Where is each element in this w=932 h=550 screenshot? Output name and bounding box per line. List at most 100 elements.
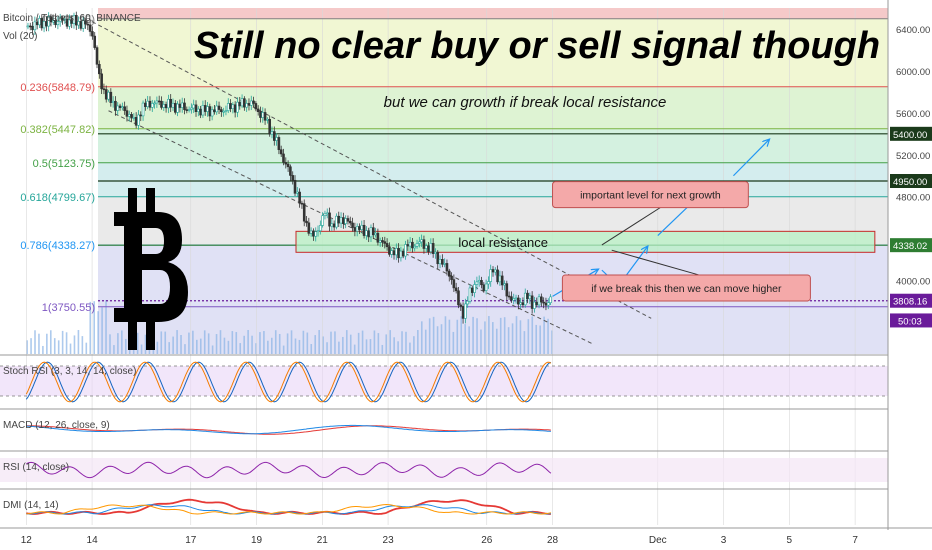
candle-body xyxy=(176,103,179,113)
candle-body xyxy=(51,19,55,23)
candle-body xyxy=(247,103,251,106)
indicator-pane[interactable]: DMI (14, 14)0.0000 xyxy=(0,488,932,515)
candle-body xyxy=(523,292,527,306)
candle-body xyxy=(226,103,230,111)
candle-body xyxy=(75,15,78,26)
volume-bar xyxy=(49,330,52,354)
volume-bar xyxy=(156,341,159,354)
candle-body xyxy=(134,117,138,126)
time-axis[interactable]: 12 14 17 19 21 23 26 28 Dec 3 5 7 xyxy=(0,527,932,546)
candle-body xyxy=(374,232,377,236)
volume-bar xyxy=(176,330,178,354)
subtitle-text: but we can growth if break local resista… xyxy=(384,94,667,111)
candle-body xyxy=(275,137,278,141)
volume-bar xyxy=(503,317,506,354)
axis-price-tag[interactable] xyxy=(890,293,932,308)
volume-bar xyxy=(401,331,403,354)
candle-body xyxy=(546,302,550,306)
indicator-pane[interactable]: MACD (12, 26, close, 9)0.0000 xyxy=(0,408,932,435)
axis-tick-label: 5400.00 xyxy=(893,130,927,141)
trend-channel[interactable] xyxy=(91,21,652,344)
indicator-name[interactable]: Stoch RSI (3, 3, 14, 14, close) xyxy=(3,366,136,377)
candle-body xyxy=(371,227,375,236)
resistance-box[interactable] xyxy=(295,230,876,253)
candle-body xyxy=(146,100,149,107)
candle-body xyxy=(342,217,345,224)
callout-box[interactable] xyxy=(552,181,749,209)
axis-tick-label: 4800.00 xyxy=(896,193,930,204)
callouts[interactable]: important level for next growth if we bre… xyxy=(552,181,811,302)
candle-body xyxy=(319,225,322,232)
candle-body xyxy=(116,105,120,111)
axis-price-tag[interactable] xyxy=(890,126,932,141)
axis-bg xyxy=(888,0,932,550)
candle-body xyxy=(388,246,391,255)
indicator-pane[interactable]: Stoch RSI (3, 3, 14, 14, close)100.00000… xyxy=(0,352,932,407)
candle-body xyxy=(466,300,469,305)
candle-body xyxy=(422,239,426,249)
candle-body xyxy=(457,290,460,306)
channel-line[interactable] xyxy=(91,21,652,319)
callout[interactable]: important level for next growth xyxy=(552,181,749,246)
price-axis[interactable]: 6400.00 6000.00 5600.00 5400.00 5200.00 4950.… xyxy=(887,0,932,550)
time-tick-label: 28 xyxy=(547,535,559,546)
volume-bar xyxy=(444,316,447,354)
candle-body xyxy=(500,275,504,286)
symbol-label[interactable]: Bitcoin / Tethers, 60, BINANCE xyxy=(3,13,141,24)
channel-line[interactable] xyxy=(108,110,593,344)
candle-body xyxy=(107,91,110,100)
volume-bar xyxy=(251,335,253,354)
volume-bar xyxy=(188,332,190,354)
candle-body xyxy=(109,91,113,103)
volume-bar xyxy=(46,333,48,354)
candle-body xyxy=(383,241,387,244)
candle-body xyxy=(487,281,490,285)
indicator-name[interactable]: DMI (14, 14) xyxy=(3,500,59,511)
candle-body xyxy=(86,23,90,26)
volume-bar xyxy=(121,330,123,354)
projection-arrow[interactable] xyxy=(732,139,769,177)
candle-body xyxy=(328,212,331,227)
candle-body xyxy=(484,283,488,291)
volume-bar xyxy=(38,333,40,354)
candle-body xyxy=(194,104,198,112)
candle-body xyxy=(528,295,532,300)
candle-body xyxy=(111,100,115,103)
callout-box[interactable] xyxy=(561,274,811,302)
axis-price-tag[interactable] xyxy=(890,238,932,253)
fib-zones xyxy=(98,8,888,354)
candle-body xyxy=(316,230,320,233)
candle-body xyxy=(298,191,301,204)
axis-tick-label: 5600.00 xyxy=(896,109,930,120)
volume-bar xyxy=(373,330,376,354)
indicator-name[interactable]: MACD (12, 26, close, 9) xyxy=(3,420,110,431)
volume-bar xyxy=(117,333,119,354)
indicator-name[interactable]: RSI (14, close) xyxy=(3,462,69,473)
callout-text: if we break this then we can move higher xyxy=(591,283,782,295)
volume-bar xyxy=(164,331,167,354)
volume-bar xyxy=(42,345,44,354)
volume-bar xyxy=(488,316,490,354)
volume-bar xyxy=(448,319,451,354)
volume-bar xyxy=(495,328,498,354)
candle-body xyxy=(344,218,347,224)
callout[interactable]: if we break this then we can move higher xyxy=(561,249,811,302)
volume-bar xyxy=(34,330,36,354)
volume-bar xyxy=(417,330,419,354)
axis-price-tag[interactable] xyxy=(890,174,932,188)
volume-bar xyxy=(231,331,234,354)
volume-bar xyxy=(385,334,388,354)
indicator-pane[interactable]: RSI (14, close)50.0000 xyxy=(0,450,932,482)
axis-countdown-tag[interactable] xyxy=(890,313,932,328)
candle-body xyxy=(81,20,85,29)
candle-body xyxy=(224,110,228,112)
volume-bar xyxy=(464,324,466,354)
volume-bar xyxy=(322,336,324,354)
callout-text: important level for next growth xyxy=(580,190,721,202)
time-tick-label: 19 xyxy=(251,535,263,546)
volume-bar xyxy=(314,335,317,354)
volume-bar xyxy=(65,332,68,354)
volume-label[interactable]: Vol (20) xyxy=(3,31,37,42)
volume-bar xyxy=(69,343,72,354)
